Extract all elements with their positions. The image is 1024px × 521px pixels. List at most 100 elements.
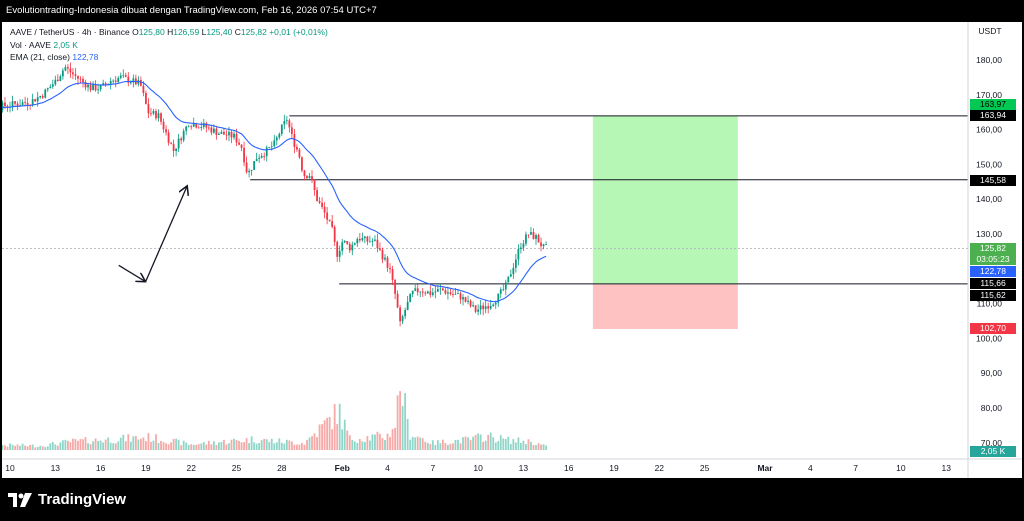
volume-bar: [6, 446, 9, 450]
candle-body: [250, 169, 253, 171]
candle-body: [124, 75, 127, 77]
volume-bar: [389, 437, 391, 450]
candle-body: [36, 97, 39, 102]
y-tick-label: 160,00: [976, 125, 1002, 135]
candle-body: [2, 102, 4, 110]
candle-body: [152, 111, 155, 114]
volume-bar: [207, 440, 210, 450]
volume-bar: [401, 406, 404, 450]
volume-bar: [124, 441, 127, 450]
candle-body: [162, 121, 165, 130]
volume-bar: [54, 444, 57, 450]
candle-body: [24, 102, 27, 104]
volume-bar: [308, 437, 311, 450]
candle-body: [323, 206, 326, 213]
candle-body: [117, 77, 120, 82]
volume-bar: [147, 433, 150, 450]
volume-bar: [293, 444, 296, 450]
candle-body: [492, 304, 495, 306]
volume-bar: [318, 424, 321, 450]
candle-body: [484, 306, 487, 310]
volume-bar: [150, 441, 152, 450]
x-tick-label: 16: [96, 463, 106, 473]
candle-body: [487, 306, 490, 309]
candle-body: [444, 290, 447, 294]
candle-body: [49, 86, 52, 89]
candle-body: [99, 85, 102, 90]
candle-body: [343, 241, 346, 243]
price-chart[interactable]: USDT 180,00 170,00 160,00 150,00 140,00 130,00…: [2, 22, 1022, 478]
candle-body: [132, 78, 135, 83]
candle-body: [82, 78, 84, 83]
y-tick-label: 90,00: [981, 368, 1003, 378]
volume-bar: [426, 442, 429, 450]
volume-bar: [107, 437, 110, 450]
price-badge: 03:05:23: [970, 254, 1016, 265]
candle-body: [381, 249, 384, 260]
x-tick-label: 19: [609, 463, 619, 473]
tradingview-icon: [8, 492, 32, 507]
y-tick-label: 70,00: [981, 438, 1003, 448]
volume-bar: [484, 440, 487, 450]
chart-area[interactable]: USDT 180,00 170,00 160,00 150,00 140,00 130,00…: [2, 22, 1022, 478]
candle-body: [200, 126, 203, 128]
volume-bar: [44, 447, 47, 450]
bottom-bar: TradingView: [0, 478, 1024, 521]
volume-bar: [24, 445, 27, 450]
volume-bar: [316, 437, 318, 450]
candle-body: [59, 76, 62, 82]
x-tick-label: 16: [564, 463, 574, 473]
candle-body: [253, 161, 256, 170]
candle-body: [298, 149, 301, 158]
candle-body: [238, 142, 240, 145]
volume-bar: [285, 439, 288, 450]
volume-bar: [167, 444, 170, 450]
candle-body: [421, 291, 424, 293]
candle-body: [361, 238, 364, 241]
high-label: H: [167, 27, 174, 37]
candle-body: [371, 240, 374, 242]
x-tick-label: 10: [5, 463, 15, 473]
tradingview-logo[interactable]: TradingView: [8, 491, 126, 508]
candle-body: [426, 291, 429, 294]
candle-body: [230, 131, 233, 138]
volume-bar: [530, 441, 532, 450]
volume-bar: [369, 440, 371, 450]
ema-line: [2, 80, 547, 303]
volume-bar: [464, 436, 467, 450]
close-label: C: [234, 27, 241, 37]
candle-body: [167, 132, 170, 143]
candle-body: [419, 291, 422, 293]
candle-body: [195, 123, 198, 128]
volume-bar: [273, 443, 276, 450]
ema-21-line: [2, 80, 547, 303]
volume-bar: [104, 439, 107, 450]
volume-bar: [525, 444, 527, 450]
volume-bar: [129, 441, 132, 450]
candle-body: [366, 236, 369, 242]
candle-body: [489, 305, 492, 309]
candle-body: [64, 67, 67, 71]
chart-caption: Evolutiontrading-Indonesia dibuat dengan…: [6, 5, 377, 16]
volume-bar: [545, 445, 547, 450]
volume-bar: [172, 438, 175, 450]
volume-bar: [265, 439, 268, 450]
candle-body: [336, 241, 339, 257]
candle-body: [114, 80, 117, 82]
axes: USDT 180,00 170,00 160,00 150,00 140,00 130,00…: [2, 22, 1022, 478]
candle-body: [137, 80, 140, 85]
candle-body: [401, 316, 404, 322]
volume-bar: [160, 441, 162, 450]
change-value: +0,01 (+0,01%): [269, 27, 328, 37]
volume-bar: [192, 444, 195, 450]
volume-bar: [351, 439, 354, 450]
volume-bar: [263, 438, 266, 450]
candle-body: [104, 83, 107, 85]
candle-body: [527, 234, 530, 236]
candle-body: [321, 202, 323, 207]
candle-body: [522, 243, 525, 248]
x-tick-label: 10: [896, 463, 906, 473]
volume-bar: [384, 439, 386, 450]
position-zones: [592, 115, 738, 330]
candle-body: [258, 157, 261, 160]
